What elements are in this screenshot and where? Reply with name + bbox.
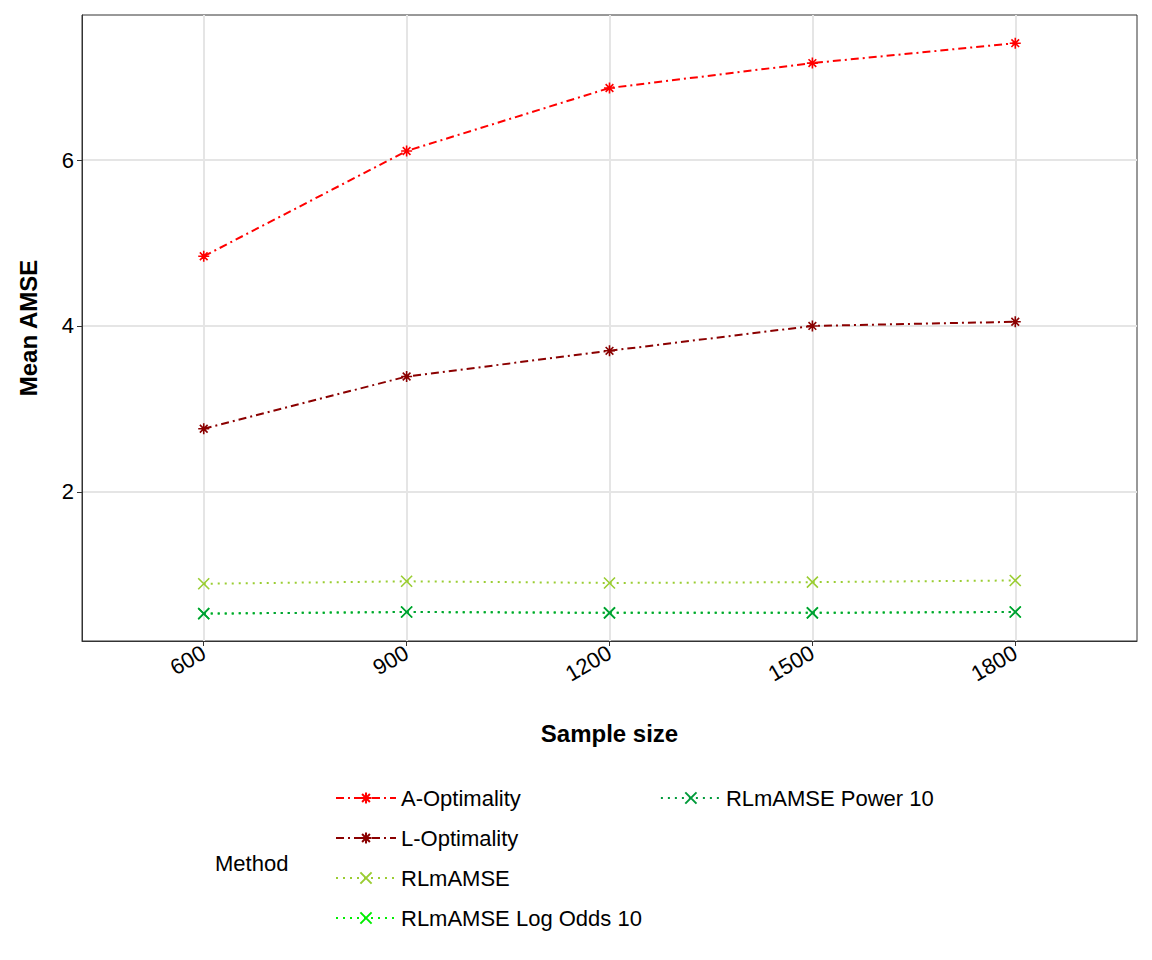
svg-text:Method: Method [215, 851, 288, 876]
svg-text:900: 900 [369, 640, 413, 680]
svg-text:Mean AMSE: Mean AMSE [15, 260, 42, 396]
svg-text:RLmAMSE Log Odds 10: RLmAMSE Log Odds 10 [401, 906, 642, 931]
svg-text:RLmAMSE Power 10: RLmAMSE Power 10 [726, 786, 934, 811]
svg-text:1800: 1800 [967, 640, 1022, 686]
svg-text:600: 600 [166, 640, 210, 680]
svg-text:1200: 1200 [561, 640, 616, 686]
svg-text:2: 2 [62, 479, 74, 504]
svg-text:L-Optimality: L-Optimality [401, 826, 518, 851]
svg-text:A-Optimality: A-Optimality [401, 786, 521, 811]
svg-text:1500: 1500 [764, 640, 819, 686]
svg-text:RLmAMSE: RLmAMSE [401, 866, 510, 891]
svg-text:4: 4 [62, 313, 74, 338]
svg-text:6: 6 [62, 148, 74, 173]
svg-text:Sample size: Sample size [541, 720, 678, 747]
